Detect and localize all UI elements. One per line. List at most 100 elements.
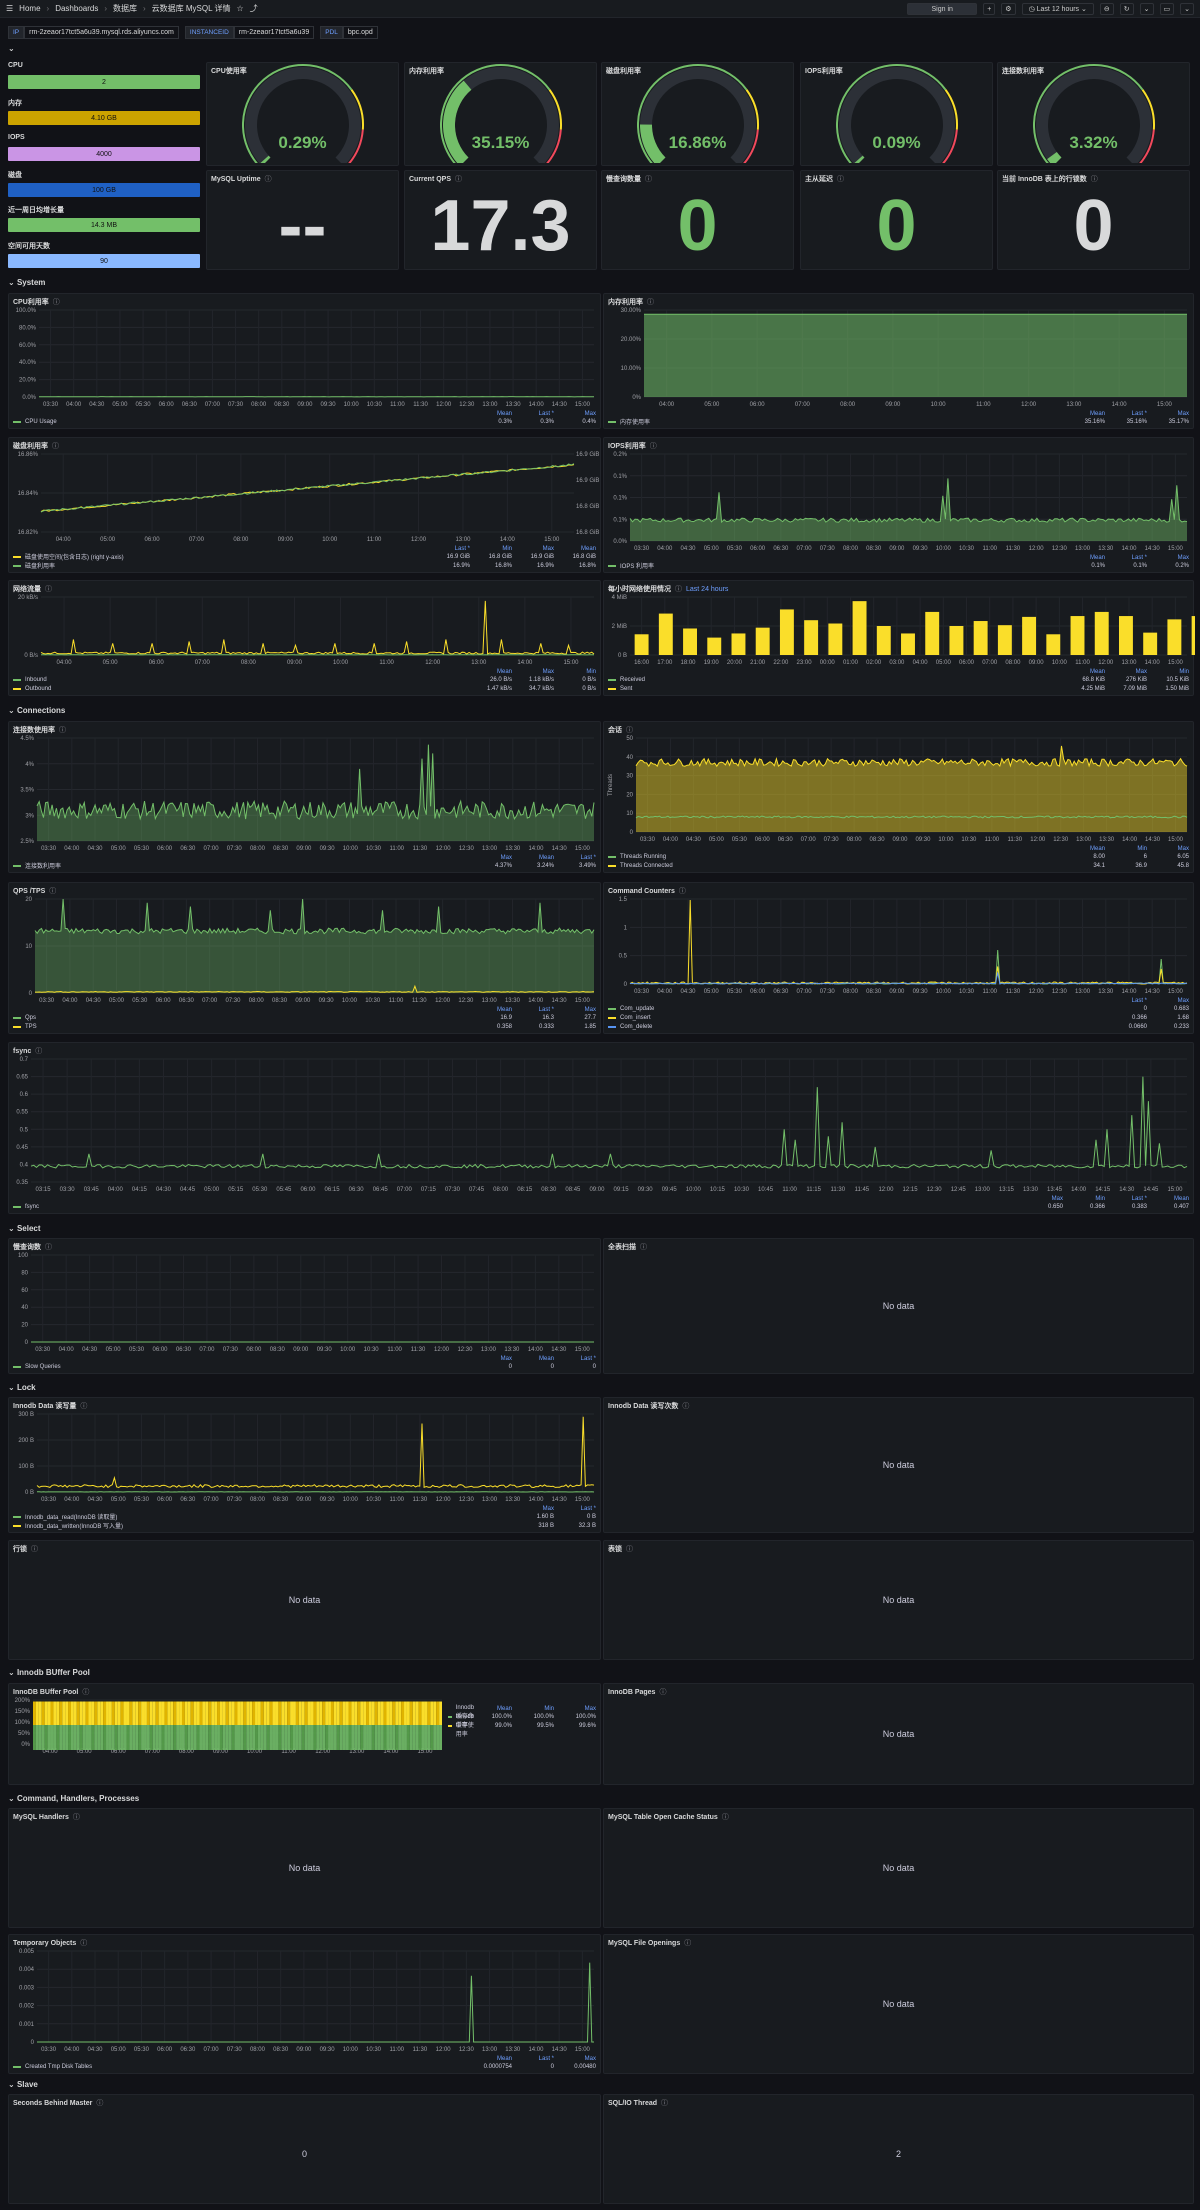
legend-item[interactable]: 磁盘使用空间(包含日志) (right y-axis) 16.9 GiB 16.8 …: [13, 552, 596, 561]
legend-item[interactable]: Received 68.8 KiB 276 KiB 10.5 KiB: [608, 675, 1189, 684]
legend-item[interactable]: Com_insert 0.366 1.68: [608, 1013, 1189, 1022]
legend-col-header[interactable]: Min: [586, 669, 596, 675]
legend-item[interactable]: Innodb缓存使用率 99.0% 99.5% 99.6%: [448, 1714, 596, 1738]
info-icon[interactable]: ⓘ: [59, 727, 66, 734]
add-icon[interactable]: +: [983, 3, 996, 15]
legend-col-header[interactable]: Max: [1135, 669, 1147, 675]
info-icon[interactable]: ⓘ: [52, 443, 59, 450]
legend-item[interactable]: Slow Queries 0 0 0: [13, 1362, 596, 1371]
legend-col-header[interactable]: Last *: [538, 1007, 554, 1013]
legend-col-header[interactable]: Mean: [496, 2056, 512, 2062]
info-icon[interactable]: ⓘ: [659, 1689, 667, 1696]
legend-item[interactable]: Threads Running 8.00 6 6.05: [608, 852, 1189, 861]
legend-col-header[interactable]: Last *: [580, 855, 596, 861]
info-icon[interactable]: ⓘ: [626, 727, 633, 734]
legend-col-header[interactable]: Last *: [1131, 998, 1147, 1004]
legend-col-header[interactable]: Last *: [538, 2056, 554, 2062]
info-icon[interactable]: ⓘ: [721, 1814, 729, 1821]
info-icon[interactable]: ⓘ: [80, 1940, 88, 1947]
tv-mode-icon[interactable]: ▭: [1159, 3, 1175, 15]
row-bufferpool[interactable]: ⌄ Innodb BUffer Pool: [8, 1668, 90, 1677]
legend-col-header[interactable]: Mean: [1173, 1196, 1189, 1202]
info-icon[interactable]: ⓘ: [645, 176, 652, 183]
legend-col-header[interactable]: Min: [1137, 846, 1147, 852]
star-icon[interactable]: ☆: [236, 4, 244, 13]
legend-col-header[interactable]: Max: [1177, 998, 1189, 1004]
row-handlers[interactable]: ⌄ Command, Handlers, Processes: [8, 1794, 140, 1803]
info-icon[interactable]: ⓘ: [72, 1814, 80, 1821]
more-icon[interactable]: ⌄: [1180, 3, 1194, 15]
var-select-ip[interactable]: rm-2zeaor17tct5a6u39.mysql.rds.aliyuncs.…: [24, 25, 179, 39]
legend-col-header[interactable]: Max: [500, 1356, 512, 1362]
legend-col-header[interactable]: Last *: [1131, 411, 1147, 417]
info-icon[interactable]: ⓘ: [684, 1940, 692, 1947]
info-icon[interactable]: ⓘ: [640, 1244, 647, 1251]
legend-col-header[interactable]: Mean: [496, 411, 512, 417]
legend-col-header[interactable]: Min: [544, 1706, 554, 1712]
legend-item[interactable]: Com_delete 0.0660 0.233: [608, 1022, 1189, 1031]
legend-item[interactable]: Innodb_data_written(InnoDB 写入量) 318 B 32.3…: [13, 1521, 596, 1530]
breadcrumb-home[interactable]: Home: [19, 4, 41, 13]
signin-button[interactable]: Sign in: [907, 3, 978, 15]
legend-col-header[interactable]: Last *: [538, 411, 554, 417]
menu-icon[interactable]: ☰: [6, 4, 14, 13]
info-icon[interactable]: ⓘ: [675, 586, 682, 593]
info-icon[interactable]: ⓘ: [837, 176, 844, 183]
legend-item[interactable]: Outbound 1.47 kB/s 34.7 kB/s 0 B/s: [13, 684, 596, 693]
info-icon[interactable]: ⓘ: [661, 2100, 669, 2107]
settings-icon[interactable]: ⚙: [1001, 3, 1016, 15]
info-icon[interactable]: ⓘ: [82, 1689, 90, 1696]
row-slave[interactable]: ⌄ Slave: [8, 2080, 38, 2089]
info-icon[interactable]: ⓘ: [49, 888, 57, 895]
legend-col-header[interactable]: Max: [584, 2056, 596, 2062]
legend-col-header[interactable]: Mean: [496, 1007, 512, 1013]
info-icon[interactable]: ⓘ: [52, 299, 60, 306]
legend-col-header[interactable]: Max: [584, 411, 596, 417]
legend-col-header[interactable]: Mean: [1089, 846, 1105, 852]
legend-col-header[interactable]: Mean: [538, 855, 554, 861]
info-icon[interactable]: ⓘ: [45, 586, 52, 593]
legend-item[interactable]: Com_update 0 0.683: [608, 1004, 1189, 1013]
info-icon[interactable]: ⓘ: [626, 1546, 633, 1553]
legend-col-header[interactable]: Last *: [1131, 1196, 1147, 1202]
info-icon[interactable]: ⓘ: [678, 888, 686, 895]
legend-col-header[interactable]: Max: [584, 1007, 596, 1013]
legend-col-header[interactable]: Last *: [580, 1356, 596, 1362]
info-icon[interactable]: ⓘ: [649, 443, 657, 450]
legend-col-header[interactable]: Mean: [496, 669, 512, 675]
legend-col-header[interactable]: Max: [1177, 411, 1189, 417]
legend-col-header[interactable]: Mean: [580, 546, 596, 552]
info-icon[interactable]: ⓘ: [455, 176, 463, 183]
legend-col-header[interactable]: Max: [1177, 846, 1189, 852]
info-icon[interactable]: ⓘ: [647, 299, 654, 306]
legend-item[interactable]: IOPS 利用率 0.1% 0.1% 0.2%: [608, 561, 1189, 570]
legend-col-header[interactable]: Max: [542, 1506, 554, 1512]
legend-col-header[interactable]: Mean: [1089, 669, 1105, 675]
info-icon[interactable]: ⓘ: [35, 1048, 43, 1055]
legend-item[interactable]: 连接数利用率 4.37% 3.24% 3.49%: [13, 861, 596, 870]
breadcrumb-dashboards[interactable]: Dashboards: [55, 4, 99, 13]
legend-col-header[interactable]: Mean: [496, 1706, 512, 1712]
row-lock[interactable]: ⌄ Lock: [8, 1383, 36, 1392]
share-icon[interactable]: ⤴: [249, 4, 258, 13]
legend-col-header[interactable]: Max: [584, 1706, 596, 1712]
info-icon[interactable]: ⓘ: [96, 2100, 104, 2107]
legend-col-header[interactable]: Mean: [1089, 411, 1105, 417]
row-collapse-icon[interactable]: ⌄: [8, 44, 15, 53]
legend-col-header[interactable]: Max: [500, 855, 512, 861]
legend-item[interactable]: Threads Connected 34.1 36.9 45.8: [608, 861, 1189, 870]
row-connections[interactable]: ⌄ Connections: [8, 706, 66, 715]
legend-col-header[interactable]: Min: [1095, 1196, 1105, 1202]
legend-item[interactable]: TPS 0.358 0.333 1.85: [13, 1022, 596, 1031]
legend-col-header[interactable]: Min: [502, 546, 512, 552]
var-select-instanceid[interactable]: rm-2zeaor17tct5a6u39: [233, 25, 315, 39]
zoom-out-icon[interactable]: ⊖: [1099, 3, 1114, 15]
legend-col-header[interactable]: Max: [1051, 1196, 1063, 1202]
legend-item[interactable]: Innodb_data_read(InnoDB 读取量) 1.60 B 0 B: [13, 1512, 596, 1521]
legend-col-header[interactable]: Last *: [580, 1506, 596, 1512]
info-icon[interactable]: ⓘ: [1090, 176, 1098, 183]
legend-col-header[interactable]: Max: [1177, 555, 1189, 561]
info-icon[interactable]: ⓘ: [45, 1244, 52, 1251]
info-icon[interactable]: ⓘ: [682, 1403, 690, 1410]
var-select-pdl[interactable]: bpc.opd: [342, 25, 378, 39]
